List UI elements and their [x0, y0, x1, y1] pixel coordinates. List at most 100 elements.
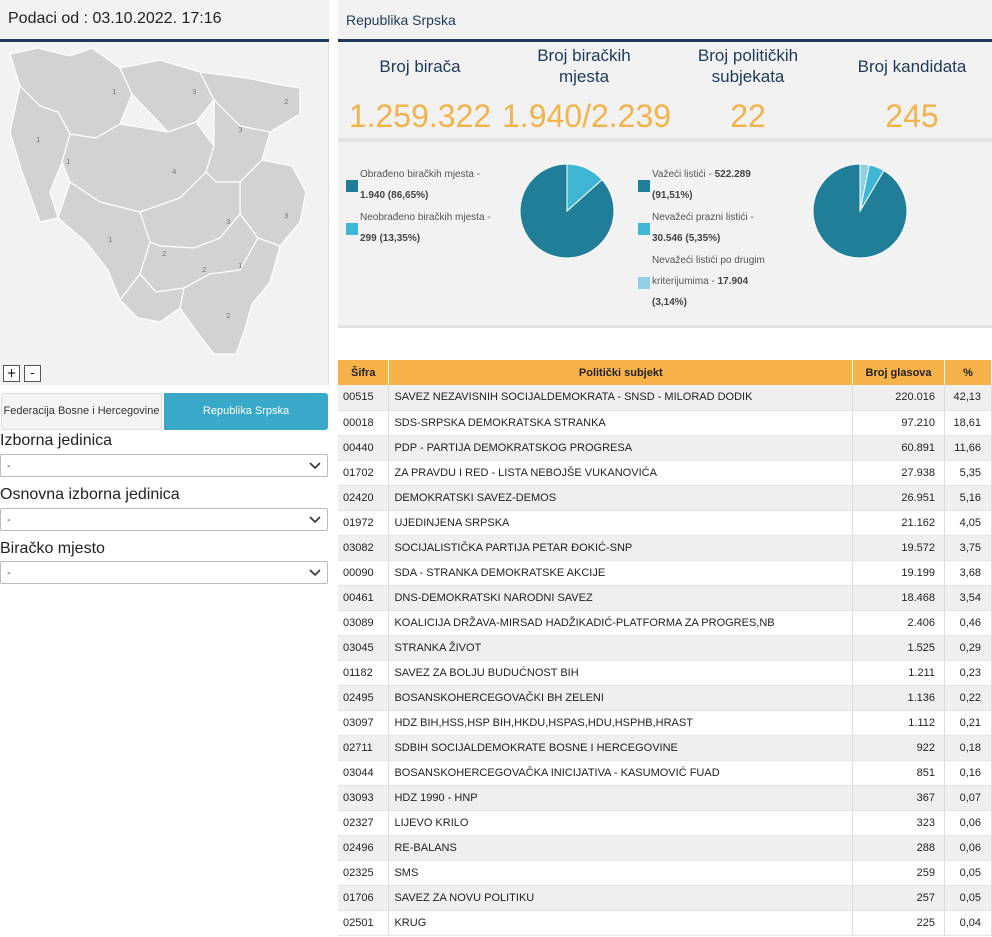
divider: [338, 138, 992, 142]
vote-percent: 18,61: [944, 410, 992, 436]
map-label: 1: [238, 262, 242, 270]
vote-percent: 42,13: [944, 385, 992, 411]
table-row[interactable]: 02501 KRUG 225 0,04: [338, 910, 992, 936]
tab-federacija[interactable]: Federacija Bosne i Hercegovine: [1, 393, 162, 430]
table-row[interactable]: 01182 SAVEZ ZA BOLJU BUDUĆNOST BIH 1.211 0,…: [338, 660, 992, 686]
izborna-jedinica-select[interactable]: -: [0, 454, 328, 477]
party-code: 02327: [338, 810, 390, 836]
column-header-sifra[interactable]: Šifra: [338, 360, 390, 385]
vote-percent: 0,05: [944, 860, 992, 886]
vote-count: 97.210: [852, 410, 945, 436]
stat-value: 22: [730, 98, 766, 134]
legend-value: 299 (13,35%): [360, 233, 421, 244]
table-row[interactable]: 00018 SDS-SRPSKA DEMOKRATSKA STRANKA 97.21…: [338, 410, 992, 436]
column-header-broj-glasova[interactable]: Broj glasova: [852, 360, 945, 385]
map-label: 1: [112, 88, 116, 96]
table-row[interactable]: 03082 SOCIJALISTIČKA PARTIJA PETAR ĐOKIĆ-…: [338, 535, 992, 561]
map-region[interactable]: [119, 273, 185, 323]
party-name: KRUG: [388, 910, 854, 936]
table-row[interactable]: 02420 DEMOKRATSKI SAVEZ-DEMOS 26.951 5,16: [338, 485, 992, 511]
map-region[interactable]: [179, 237, 281, 355]
vote-percent: 5,16: [944, 485, 992, 511]
table-row[interactable]: 01972 UJEDINJENA SRPSKA 21.162 4,05: [338, 510, 992, 536]
stat-value: 1.259.322: [348, 98, 492, 134]
map-region[interactable]: [119, 59, 215, 133]
vote-percent: 0,05: [944, 885, 992, 911]
table-row[interactable]: 02496 RE-BALANS 288 0,06: [338, 835, 992, 861]
pie-chart-ballots[interactable]: [811, 162, 909, 260]
table-row[interactable]: 01702 ZA PRAVDU I RED - LISTA NEBOJŠE VUK…: [338, 460, 992, 486]
stat-label: Broj biračkih mjesta: [537, 46, 631, 86]
vote-percent: 0,29: [944, 635, 992, 661]
party-code: 03097: [338, 710, 390, 736]
table-row[interactable]: 02495 BOSANSKOHERCEGOVAČKI BH ZELENI 1.136…: [338, 685, 992, 711]
table-row[interactable]: 03089 KOALICIJA DRŽAVA-MIRSAD HADŽIKADIĆ-…: [338, 610, 992, 636]
table-row[interactable]: 02325 SMS 259 0,05: [338, 860, 992, 886]
filter-label-biracko-mjesto: Biračko mjesto: [0, 540, 105, 557]
stat-label: Broj političkih subjekata: [697, 46, 799, 86]
party-code: 03089: [338, 610, 390, 636]
column-header-politicki-subjekt[interactable]: Politički subjekt: [388, 360, 854, 385]
legend-label-cont: kriterijumima -: [652, 276, 718, 287]
charts-panel: Obrađeno biračkih mjesta - 1.940 (86,65%…: [338, 142, 992, 328]
table-row[interactable]: 03045 STRANKA ŽIVOT 1.525 0,29: [338, 635, 992, 661]
vote-percent: 0,06: [944, 835, 992, 861]
table-row[interactable]: 00090 SDA - STRANKA DEMOKRATSKE AKCIJE 19.…: [338, 560, 992, 586]
party-name: HDZ BIH,HSS,HSP BIH,HKDU,HSPAS,HDU,HSPHB…: [388, 710, 854, 736]
party-code: 03044: [338, 760, 390, 786]
party-code: 03082: [338, 535, 390, 561]
pie-slice[interactable]: [859, 163, 870, 212]
table-row[interactable]: 00440 PDP - PARTIJA DEMOKRATSKOG PROGRESA…: [338, 435, 992, 461]
legend-nevazeci-prazni: Nevažeći prazni listići - 30.546 (5,35%): [652, 207, 802, 249]
party-code: 03045: [338, 635, 390, 661]
vote-count: 323: [852, 810, 945, 836]
vote-count: 220.016: [852, 385, 945, 411]
column-header-procenat[interactable]: %: [944, 360, 992, 385]
table-row[interactable]: 02711 SDBIH SOCIJALDEMOKRATE BOSNE I HERC…: [338, 735, 992, 761]
table-row[interactable]: 03044 BOSANSKOHERCEGOVAČKA INICIJATIVA - …: [338, 760, 992, 786]
vote-percent: 3,54: [944, 585, 992, 611]
party-name: SAVEZ NEZAVISNIH SOCIJALDEMOKRATA - SNSD…: [388, 385, 854, 411]
map-label: 1: [108, 236, 112, 244]
table-row[interactable]: 01706 SAVEZ ZA NOVU POLITIKU 257 0,05: [338, 885, 992, 911]
tab-republika-srpska[interactable]: Republika Srpska: [164, 393, 328, 430]
bih-map[interactable]: 1 3 2 1 3 1 4 3 2 2 1 3 1 2 + -: [0, 42, 329, 385]
pie-slice[interactable]: [566, 163, 603, 213]
map-label: 2: [284, 98, 288, 106]
table-row[interactable]: 03093 HDZ 1990 - HNP 367 0,07: [338, 785, 992, 811]
party-name: SAVEZ ZA NOVU POLITIKU: [388, 885, 854, 911]
vote-percent: 0,46: [944, 610, 992, 636]
table-row[interactable]: 00461 DNS-DEMOKRATSKI NARODNI SAVEZ 18.468…: [338, 585, 992, 611]
left-panel: Podaci od : 03.10.2022. 17:16 1 3 2: [0, 0, 329, 937]
filter-label-osnovna-izborna-jedinica: Osnovna izborna jedinica: [0, 486, 180, 503]
stat-broj-politickih-subjekata: Broj političkih subjekata 22: [678, 42, 818, 135]
table-row[interactable]: 02327 LIJEVO KRILO 323 0,06: [338, 810, 992, 836]
vote-percent: 0,21: [944, 710, 992, 736]
vote-count: 26.951: [852, 485, 945, 511]
map-region[interactable]: [9, 84, 71, 223]
table-row[interactable]: 03097 HDZ BIH,HSS,HSP BIH,HKDU,HSPAS,HDU,…: [338, 710, 992, 736]
party-code: 02501: [338, 910, 390, 936]
party-code: 01972: [338, 510, 390, 536]
osnovna-izborna-jedinica-select[interactable]: -: [0, 508, 328, 531]
vote-count: 257: [852, 885, 945, 911]
table-row[interactable]: 00515 SAVEZ NEZAVISNIH SOCIJALDEMOKRATA -…: [338, 385, 992, 411]
pie-chart-stations[interactable]: [518, 162, 616, 260]
vote-count: 1.136: [852, 685, 945, 711]
zoom-out-button[interactable]: -: [24, 365, 41, 382]
zoom-in-button[interactable]: +: [3, 365, 20, 382]
filter-label-izborna-jedinica: Izborna jedinica: [0, 432, 113, 449]
legend-label: Važeći listići -: [652, 169, 715, 180]
party-name: SOCIJALISTIČKA PARTIJA PETAR ĐOKIĆ-SNP: [388, 535, 854, 561]
party-name: SDA - STRANKA DEMOKRATSKE AKCIJE: [388, 560, 854, 586]
map-label: 2: [162, 250, 166, 258]
bih-map-svg[interactable]: 1 3 2 1 3 1 4 3 2 2 1 3 1 2: [0, 42, 328, 385]
legend-label: Nevažeći prazni listići -: [652, 212, 754, 223]
biracko-mjesto-select[interactable]: -: [0, 561, 328, 584]
legend-label: Obrađeno biračkih mjesta -: [360, 169, 481, 180]
vote-count: 1.211: [852, 660, 945, 686]
stat-label: Broj kandidata: [857, 56, 967, 76]
map-label: 1: [66, 158, 70, 166]
vote-percent: 0,06: [944, 810, 992, 836]
party-name: PDP - PARTIJA DEMOKRATSKOG PROGRESA: [388, 435, 854, 461]
